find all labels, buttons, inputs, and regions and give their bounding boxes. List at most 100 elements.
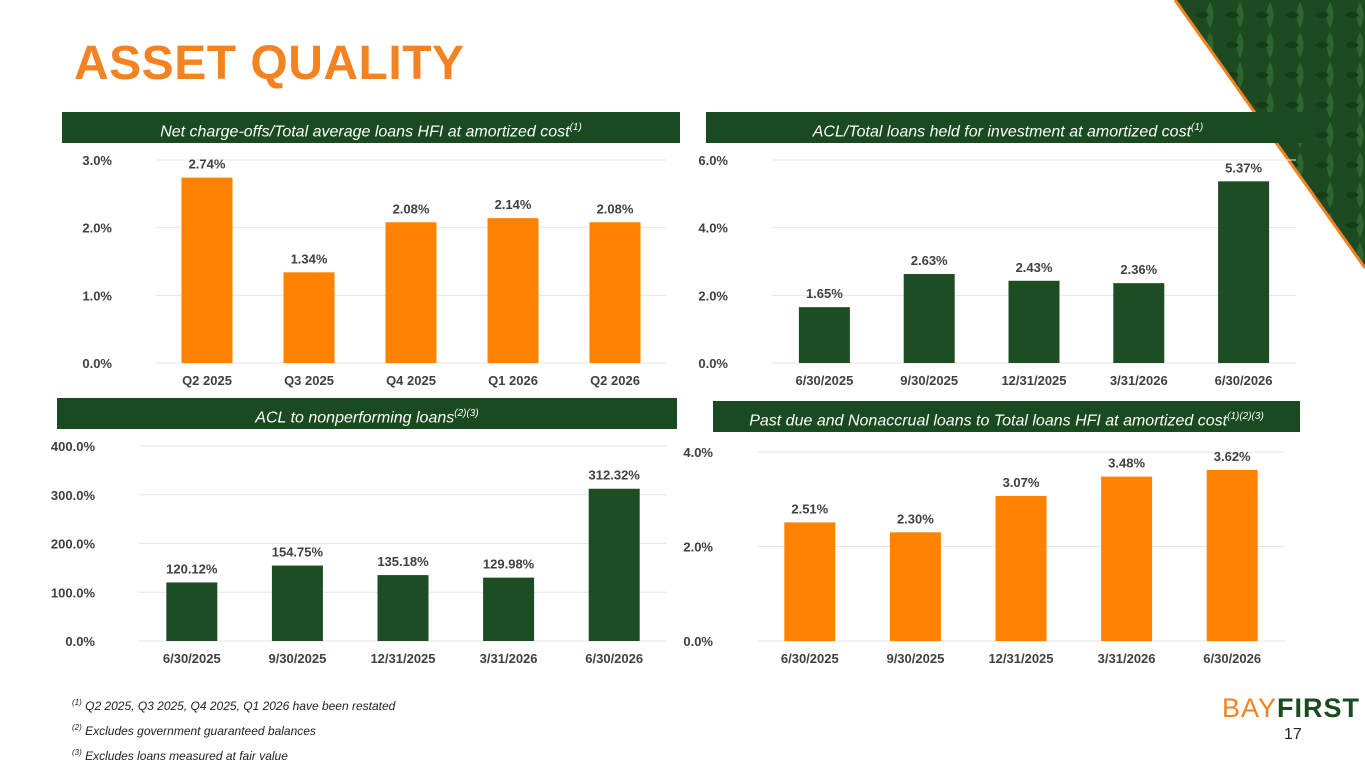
footnote-text: Excludes government guaranteed balances [81, 724, 316, 738]
bar [1101, 476, 1153, 641]
bar [1113, 283, 1165, 363]
y-tick-label: 1.0% [82, 288, 112, 303]
data-label: 5.37% [1225, 160, 1262, 175]
data-label: 2.30% [897, 511, 934, 526]
x-tick-label: 12/31/2025 [988, 651, 1053, 666]
x-tick-label: Q3 2025 [284, 373, 334, 388]
bar [889, 532, 941, 641]
panel-header-net-charge-offs: Net charge-offs/Total average loans HFI … [62, 112, 680, 143]
y-tick-label: 200.0% [51, 537, 96, 552]
footnotes: (1) Q2 2025, Q3 2025, Q4 2025, Q1 2026 h… [72, 692, 395, 767]
x-tick-label: 9/30/2025 [268, 651, 326, 666]
panel-header-acl-total-loans: ACL/Total loans held for investment at a… [706, 112, 1310, 143]
panel-header-text: ACL to nonperforming loans [255, 409, 455, 427]
y-tick-label: 100.0% [51, 585, 96, 600]
bar [1008, 280, 1060, 363]
x-tick-label: 6/30/2025 [795, 373, 853, 388]
footnote-text: Excludes loans measured at fair value [81, 749, 288, 763]
data-label: 2.63% [911, 253, 948, 268]
bar [798, 307, 850, 363]
footnote-1: (1) Q2 2025, Q3 2025, Q4 2025, Q1 2026 h… [72, 692, 395, 717]
x-tick-label: 6/30/2026 [1215, 373, 1273, 388]
data-label: 129.98% [483, 557, 535, 572]
bar [385, 222, 437, 363]
y-tick-label: 6.0% [698, 153, 728, 168]
footnote-mark: (2) [72, 723, 82, 732]
y-tick-label: 0.0% [65, 634, 95, 649]
page-number: 17 [1284, 726, 1302, 743]
data-label: 3.07% [1003, 475, 1040, 490]
data-label: 2.74% [189, 157, 226, 172]
data-label: 1.65% [806, 286, 843, 301]
x-tick-label: 3/31/2026 [1110, 373, 1168, 388]
data-label: 154.75% [272, 545, 324, 560]
data-label: 1.34% [291, 251, 328, 266]
y-tick-label: 0.0% [82, 356, 112, 371]
bar [271, 565, 323, 641]
x-tick-label: 9/30/2025 [900, 373, 958, 388]
bar [1218, 181, 1270, 363]
data-label: 2.36% [1120, 262, 1157, 277]
x-tick-label: 3/31/2026 [1098, 651, 1156, 666]
panel-header-text: ACL/Total loans held for investment at a… [812, 123, 1192, 141]
logo-part-bay: BAY [1222, 693, 1278, 723]
footnote-text: Q2 2025, Q3 2025, Q4 2025, Q1 2026 have … [81, 699, 396, 713]
y-tick-label: 4.0% [698, 221, 728, 236]
bar [1206, 469, 1258, 641]
page-title: ASSET QUALITY [74, 37, 465, 90]
x-tick-label: 12/31/2025 [370, 651, 435, 666]
data-label: 2.08% [597, 201, 634, 216]
data-label: 2.14% [495, 197, 532, 212]
bayfirst-logo: BAYFIRST [1222, 692, 1360, 724]
y-tick-label: 0.0% [698, 356, 728, 371]
chart-acl-total-loans: 0.0% 2.0% 4.0% 6.0% 1.65% 6/30/2025 2.63% 9/30/… [698, 153, 1296, 388]
chart-acl-nonperforming: 0.0% 100.0% 200.0% 300.0% 400.0% 120.12% 6/30/… [51, 439, 667, 666]
y-tick-label: 0.0% [683, 634, 713, 649]
bar [487, 218, 539, 363]
bar [181, 177, 233, 363]
footnote-2: (2) Excludes government guaranteed balan… [72, 717, 395, 742]
y-tick-label: 2.0% [698, 288, 728, 303]
panel-header-footnote-mark: (1) [569, 122, 582, 133]
bar [588, 488, 640, 641]
x-tick-label: Q1 2026 [488, 373, 538, 388]
panel-header-text: Past due and Nonaccrual loans to Total l… [749, 412, 1228, 430]
chart-past-due-nonaccrual: 0.0% 2.0% 4.0% 2.51% 6/30/2025 2.30% 9/30/2025… [683, 445, 1285, 666]
y-tick-label: 2.0% [82, 221, 112, 236]
data-label: 135.18% [377, 554, 429, 569]
data-label: 2.43% [1016, 260, 1053, 275]
bar [784, 522, 836, 641]
y-tick-label: 300.0% [51, 488, 96, 503]
y-tick-label: 3.0% [82, 153, 112, 168]
bar [589, 222, 641, 363]
panel-header-footnote-mark: (1) [1191, 122, 1204, 133]
panel-header-past-due: Past due and Nonaccrual loans to Total l… [713, 401, 1300, 432]
panel-header-footnote-mark: (1)(2)(3) [1227, 411, 1264, 422]
x-tick-label: Q2 2026 [590, 373, 640, 388]
logo-part-first: FIRST [1277, 693, 1361, 723]
data-label: 3.48% [1108, 456, 1145, 471]
x-tick-label: 3/31/2026 [480, 651, 538, 666]
data-label: 2.51% [791, 501, 828, 516]
x-tick-label: 6/30/2025 [163, 651, 221, 666]
footnote-mark: (3) [72, 748, 82, 757]
bar [166, 582, 218, 641]
x-tick-label: 6/30/2025 [781, 651, 839, 666]
x-tick-label: 12/31/2025 [1001, 373, 1066, 388]
bar [483, 577, 535, 641]
data-label: 312.32% [589, 468, 641, 483]
data-label: 3.62% [1214, 449, 1251, 464]
panel-header-text: Net charge-offs/Total average loans HFI … [160, 123, 570, 141]
bar [377, 575, 429, 641]
x-tick-label: 6/30/2026 [1203, 651, 1261, 666]
y-tick-label: 2.0% [683, 540, 713, 555]
chart-net-charge-offs: 0.0% 1.0% 2.0% 3.0% 2.74% Q2 2025 1.34% Q3 2025… [82, 153, 666, 388]
panel-header-footnote-mark: (2)(3) [454, 408, 479, 419]
x-tick-label: Q4 2025 [386, 373, 436, 388]
x-tick-label: 9/30/2025 [886, 651, 944, 666]
panel-header-acl-nonperforming: ACL to nonperforming loans(2)(3) [57, 398, 677, 429]
data-label: 2.08% [393, 201, 430, 216]
y-tick-label: 4.0% [683, 445, 713, 460]
footnote-mark: (1) [72, 698, 82, 707]
x-tick-label: Q2 2025 [182, 373, 232, 388]
